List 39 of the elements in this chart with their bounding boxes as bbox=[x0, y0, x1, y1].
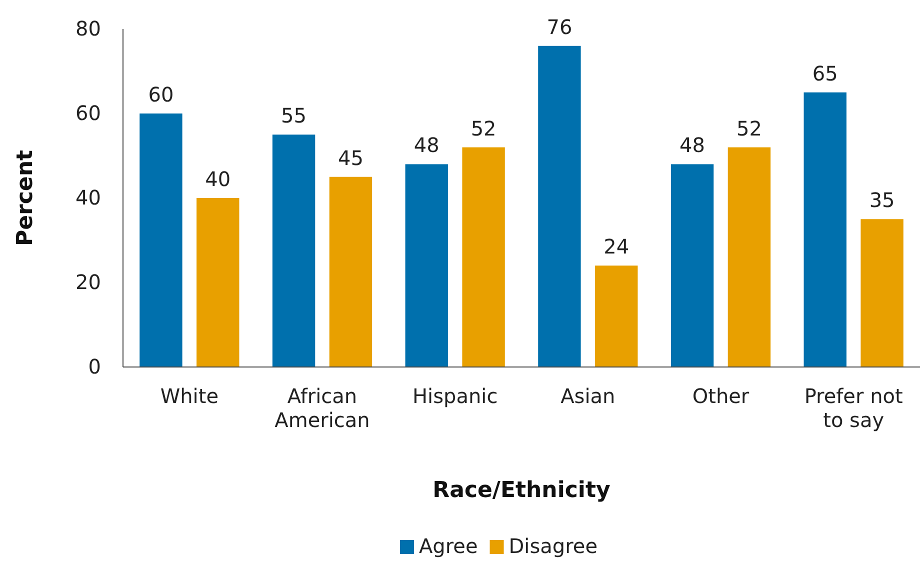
bar bbox=[329, 176, 372, 367]
data-label: 52 bbox=[470, 116, 496, 140]
bar bbox=[140, 114, 182, 367]
x-tick-label: Hispanic bbox=[412, 384, 498, 408]
bar bbox=[860, 219, 904, 367]
bar bbox=[196, 198, 240, 367]
y-tick-label: 80 bbox=[76, 16, 101, 40]
x-tick-label: Prefer not to say bbox=[804, 384, 903, 432]
x-tick-label: Other bbox=[692, 384, 750, 408]
data-label: 52 bbox=[736, 116, 762, 140]
bar bbox=[462, 147, 505, 367]
bar bbox=[595, 266, 638, 367]
y-tick-label: 60 bbox=[76, 100, 101, 125]
x-tick-label: African American bbox=[274, 384, 370, 432]
y-axis-title: Percent bbox=[13, 150, 38, 246]
data-label: 65 bbox=[812, 61, 838, 86]
bar bbox=[538, 46, 581, 367]
legend-label: Disagree bbox=[508, 534, 598, 558]
data-label: 48 bbox=[414, 133, 440, 158]
bar bbox=[670, 164, 714, 367]
bar bbox=[405, 164, 448, 367]
x-tick-label: White bbox=[160, 384, 218, 408]
y-tick-label: 0 bbox=[88, 354, 101, 378]
data-label: 55 bbox=[281, 104, 307, 128]
data-label: 60 bbox=[148, 82, 174, 106]
y-tick-label: 20 bbox=[76, 270, 101, 294]
data-label: 35 bbox=[869, 188, 895, 212]
x-tick-label: Asian bbox=[560, 384, 616, 408]
data-label: 48 bbox=[680, 133, 706, 158]
bar bbox=[804, 92, 846, 367]
legend-label: Agree bbox=[419, 534, 478, 558]
bar bbox=[728, 147, 771, 367]
data-label: 76 bbox=[546, 14, 572, 39]
data-label: 40 bbox=[205, 167, 231, 191]
data-label: 45 bbox=[338, 146, 364, 170]
y-tick-label: 40 bbox=[76, 185, 101, 210]
x-axis-title: Race/Ethnicity bbox=[432, 478, 610, 503]
bar bbox=[272, 134, 316, 367]
data-label: 24 bbox=[604, 234, 630, 259]
